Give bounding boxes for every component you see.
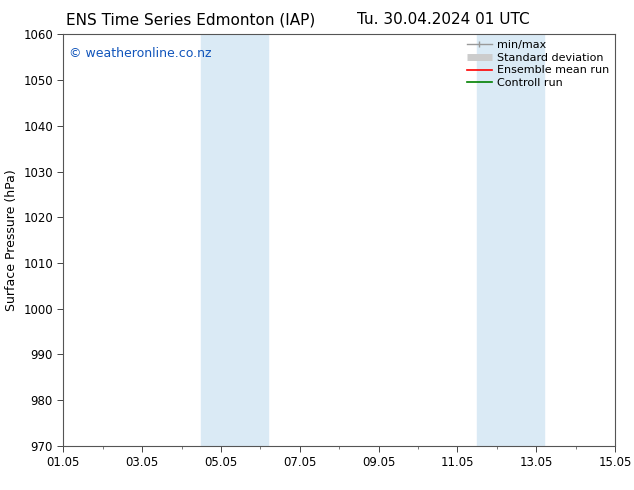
- Text: Tu. 30.04.2024 01 UTC: Tu. 30.04.2024 01 UTC: [358, 12, 530, 27]
- Text: ENS Time Series Edmonton (IAP): ENS Time Series Edmonton (IAP): [65, 12, 315, 27]
- Y-axis label: Surface Pressure (hPa): Surface Pressure (hPa): [4, 169, 18, 311]
- Bar: [477, 34, 544, 446]
- Bar: [202, 34, 268, 446]
- Legend: min/max, Standard deviation, Ensemble mean run, Controll run: min/max, Standard deviation, Ensemble me…: [465, 38, 612, 91]
- Text: © weatheronline.co.nz: © weatheronline.co.nz: [69, 47, 211, 60]
